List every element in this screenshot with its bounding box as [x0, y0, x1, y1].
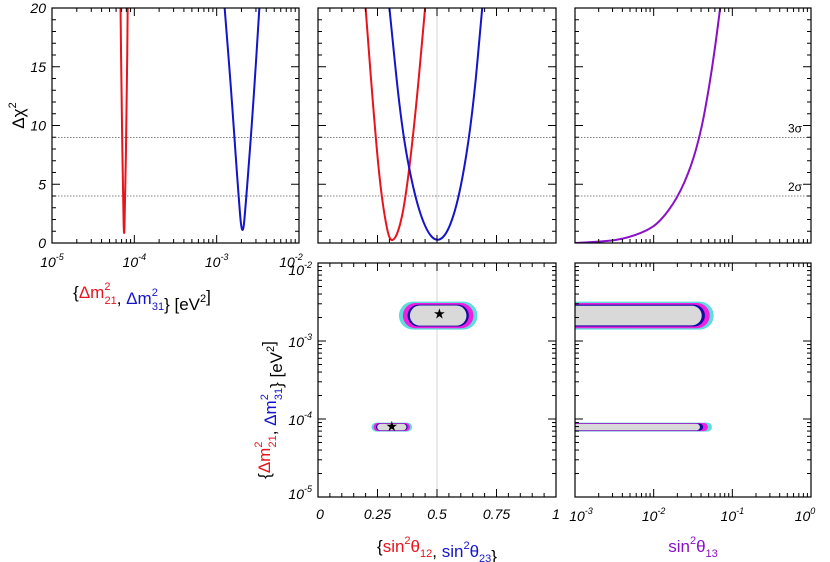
confidence-region-1-3 — [575, 423, 700, 431]
panel-top-left: 0 5 10 15 20 10-5 10-4 10-3 10-2 Δχ2 {Δm2 21, Δm2 31… — [7, 0, 303, 314]
x-tick-label: 1 — [552, 506, 560, 522]
x-tick-label: 10-2 — [642, 506, 666, 524]
y-tick-label: 15 — [30, 59, 46, 75]
x-axis-label: sin2θ13 — [668, 535, 718, 560]
plot-frame — [574, 7, 812, 244]
panel-bottom-middle: ★★0 0.25 0.5 0.75 110-510-410-310-2{sin2θ12,… — [253, 260, 560, 562]
best-fit-star: ★ — [385, 418, 398, 434]
y-tick-label: 10-4 — [288, 410, 312, 428]
x-tick-label: 0.25 — [364, 506, 391, 522]
x-axis-label: {sin2θ12, sin2θ23} — [377, 535, 497, 562]
plot-area — [575, 301, 714, 432]
panel-top-middle — [317, 7, 557, 244]
panel-bottom-right: 10-3 10-2 10-1 100 sin2θ13 — [569, 262, 816, 560]
confidence-region-0-3 — [409, 305, 467, 326]
sigma-label: 2σ — [788, 180, 803, 194]
plot-frame — [574, 262, 812, 498]
x-tick-label: 10-1 — [721, 506, 745, 524]
y-tick-label: 0 — [38, 235, 46, 251]
series-line-Δm²₃₁ — [223, 8, 261, 231]
x-tick-label: 100 — [795, 506, 816, 524]
y-tick-label: 20 — [29, 0, 46, 16]
x-tick-label: 0.5 — [427, 506, 447, 522]
panel-top-right: 3σ 2σ — [574, 7, 812, 244]
series-line-sin²θ₁₃ — [575, 8, 722, 243]
plot-area: ★★ — [371, 263, 478, 497]
plot-frame — [51, 7, 300, 244]
x-tick-label: 0.75 — [483, 506, 510, 522]
confidence-region-0-3 — [575, 305, 702, 326]
sigma-label: 3σ — [788, 121, 803, 135]
plot-area — [52, 8, 299, 234]
x-axis-label: {Δm2 21, Δm2 31} [eV2] — [73, 281, 211, 314]
x-tick-label: 10-3 — [569, 506, 593, 524]
y-tick-label: 5 — [38, 176, 46, 192]
x-tick-label: 10-5 — [40, 252, 65, 270]
x-tick-label: 10-4 — [123, 252, 147, 270]
y-tick-label: 10-2 — [288, 260, 312, 278]
y-axis-label: {Δm2 21, Δm2 31} [eV2] — [253, 341, 286, 479]
x-tick-label: 0 — [316, 506, 324, 522]
confidence-region-1-3 — [377, 423, 407, 431]
x-tick-label: 10-2 — [279, 252, 303, 270]
plot-area — [575, 8, 811, 243]
y-axis-label: Δχ2 — [7, 102, 28, 128]
series-line-sin²θ₁₂ — [364, 8, 427, 242]
y-tick-label: 10 — [30, 118, 46, 134]
x-tick-label: 10-3 — [205, 252, 229, 270]
series-line-Δm²₂₁ — [119, 8, 129, 234]
best-fit-star: ★ — [433, 305, 446, 321]
y-tick-label: 10-5 — [288, 484, 313, 502]
plot-area — [318, 8, 556, 243]
y-tick-label: 10-3 — [288, 332, 312, 350]
